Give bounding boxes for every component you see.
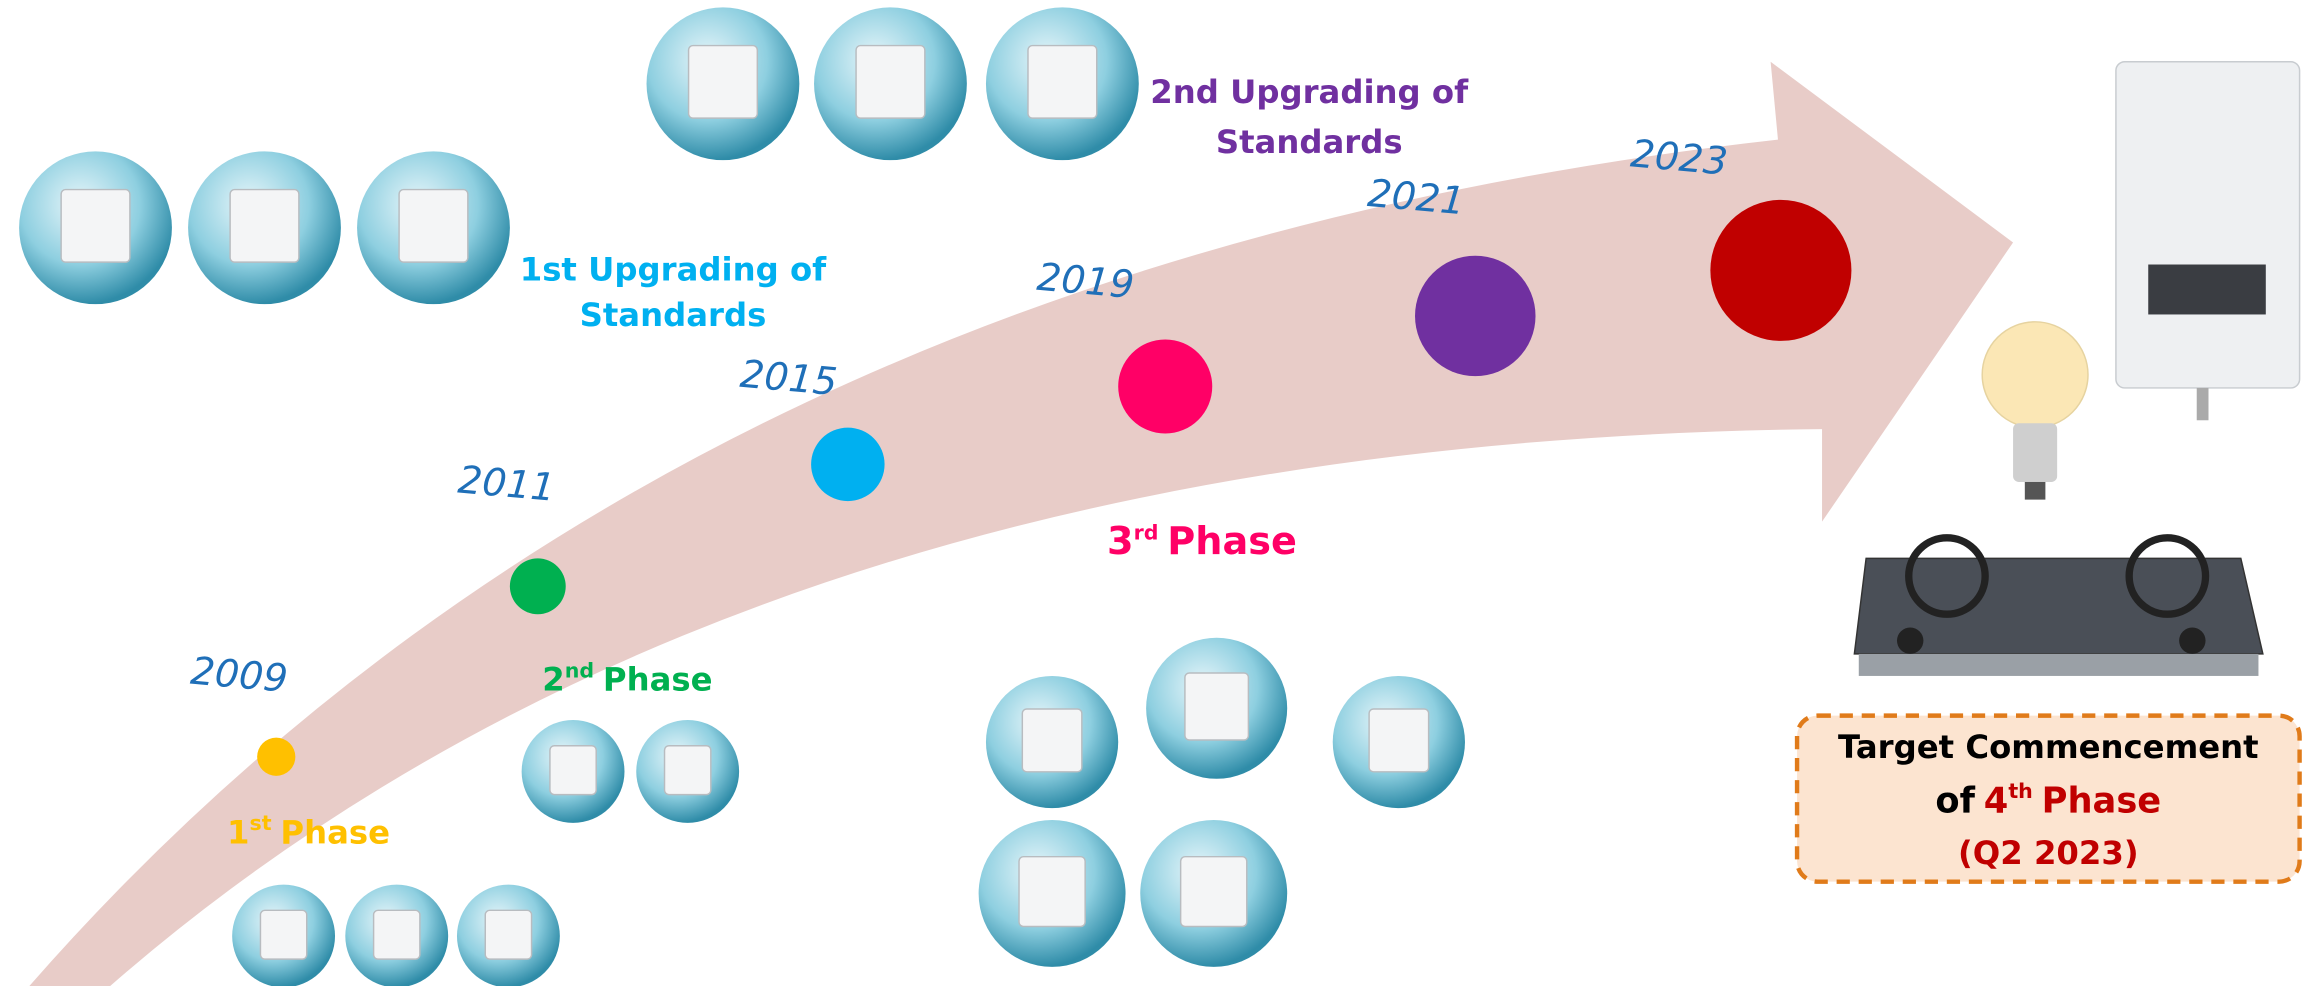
year-label: 2023 (1629, 132, 1730, 184)
appliance-shape (230, 190, 299, 263)
upgrade-label: Standards (1216, 123, 1403, 161)
appliance-shape (689, 46, 758, 119)
target-suffix: th (2008, 779, 2032, 803)
appliance-shape (1019, 857, 1085, 927)
appliance-shape (1369, 709, 1429, 772)
bulb-icon (1982, 322, 2088, 500)
phase-suffix: st (250, 811, 272, 835)
appliance-shape (61, 190, 130, 263)
phase-word: Phase (1167, 520, 1297, 564)
appliance-shape (374, 910, 420, 959)
target-word: Phase (2042, 781, 2162, 822)
stove-icon (1854, 538, 2262, 676)
appliance-shape (485, 910, 531, 959)
appliance-shape (856, 46, 925, 119)
target-date: (Q2 2023) (1958, 834, 2139, 872)
milestone-dot (1415, 256, 1535, 376)
milestone-dot (510, 558, 566, 614)
appliance-shape (399, 190, 468, 263)
timeline-diagram: 2009 2011 2015 2019 2021 2023 1st Phase 2… (0, 0, 2304, 986)
phase-word: Phase (280, 813, 390, 851)
appliance-shape (1181, 857, 1247, 927)
phase-suffix: rd (1134, 520, 1159, 544)
appliance-shape (665, 746, 711, 795)
milestone-dot (257, 738, 295, 776)
appliance-shape (1185, 673, 1248, 740)
target-prefix: of (1935, 781, 1975, 822)
appliance-shape (1028, 46, 1097, 119)
appliance-shape (1022, 709, 1082, 772)
water-heater-icon (2116, 62, 2300, 421)
upgrade-label: 2nd Upgrading of (1150, 73, 1469, 111)
phase-label: 2nd Phase (542, 658, 712, 698)
target-number: 4 (1984, 781, 2009, 822)
appliance-shape (260, 910, 306, 959)
phase-number: 2 (542, 661, 564, 699)
appliance-shape (550, 746, 596, 795)
year-label: 2009 (189, 650, 290, 702)
phase-label: 3rd Phase (1107, 520, 1297, 564)
milestone-dot (1118, 339, 1212, 433)
phase-suffix: nd (565, 658, 594, 682)
upgrade-label: 1st Upgrading of (520, 251, 827, 289)
phase-number: 3 (1107, 520, 1134, 564)
upgrade-label: Standards (580, 296, 767, 334)
year-label: 2021 (1366, 172, 1467, 224)
phase-word: Phase (603, 661, 713, 699)
milestone-dot (1710, 200, 1851, 341)
target-line: Target Commencement (1838, 728, 2259, 766)
phase-number: 1 (227, 813, 249, 851)
year-label: 2011 (456, 459, 557, 511)
milestone-dot (811, 428, 884, 501)
year-label: 2019 (1035, 256, 1136, 308)
year-label: 2015 (738, 353, 839, 405)
